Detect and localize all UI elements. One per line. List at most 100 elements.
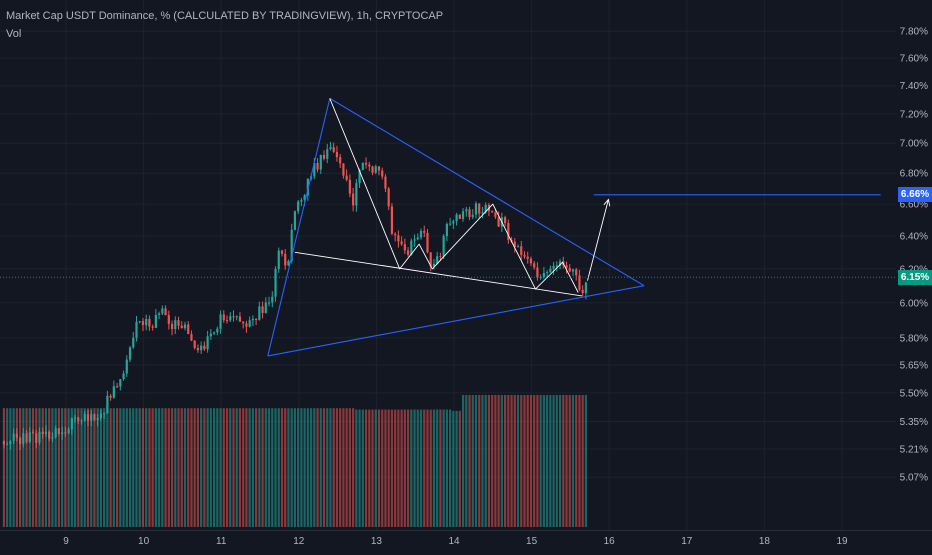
volume-bar bbox=[271, 408, 274, 527]
candle-up bbox=[549, 268, 552, 273]
candle-down bbox=[381, 170, 384, 177]
volume-bar bbox=[44, 408, 48, 527]
pattern-lower-line[interactable] bbox=[294, 251, 583, 297]
candle-down bbox=[578, 275, 581, 290]
volume-bar bbox=[394, 409, 397, 527]
volume-bar bbox=[70, 408, 73, 527]
triangle-left-edge[interactable] bbox=[267, 98, 331, 357]
volume-bar bbox=[132, 408, 135, 527]
candle-down bbox=[529, 258, 533, 264]
projection-arrow[interactable] bbox=[587, 199, 609, 281]
candle-up bbox=[38, 431, 41, 443]
candle-down bbox=[390, 206, 394, 234]
candle-up bbox=[112, 386, 115, 398]
volume-bar bbox=[322, 408, 326, 527]
symbol-title[interactable]: Market Cap USDT Dominance, % (CALCULATED… bbox=[6, 10, 444, 22]
volume-bar bbox=[115, 408, 119, 527]
candle-up bbox=[61, 432, 64, 434]
volume-bar bbox=[565, 395, 568, 527]
volume-bar bbox=[80, 408, 83, 527]
candle-up bbox=[319, 154, 322, 170]
volume-bar bbox=[461, 395, 465, 527]
y-tick-label: 7.40% bbox=[900, 81, 928, 92]
volume-bar bbox=[103, 408, 106, 527]
volume-bar bbox=[35, 408, 38, 527]
volume-bar bbox=[18, 408, 22, 527]
candle-up bbox=[219, 314, 222, 329]
lower-trendline[interactable] bbox=[267, 285, 645, 357]
candle-up bbox=[119, 379, 122, 387]
candle-down bbox=[15, 433, 18, 438]
volume-bar bbox=[287, 408, 290, 527]
volume-bar bbox=[536, 395, 539, 527]
candle-down bbox=[468, 209, 471, 218]
volume-bar bbox=[86, 408, 90, 527]
volume-bar bbox=[432, 409, 436, 527]
candle-down bbox=[148, 318, 151, 327]
candle-down bbox=[93, 414, 96, 421]
candle-up bbox=[161, 308, 164, 314]
candle-down bbox=[478, 203, 481, 214]
volume-bar bbox=[9, 408, 12, 527]
volume-bar bbox=[151, 408, 154, 527]
volume-bar bbox=[15, 408, 18, 527]
volume-bar bbox=[177, 408, 180, 527]
candle-down bbox=[371, 166, 374, 173]
candle-down bbox=[280, 250, 284, 254]
x-tick-label: 18 bbox=[759, 536, 771, 547]
x-tick-label: 11 bbox=[216, 536, 227, 547]
x-tick-label: 12 bbox=[293, 536, 305, 547]
volume-bar bbox=[187, 408, 190, 527]
candle-up bbox=[432, 263, 436, 267]
candle-down bbox=[25, 433, 28, 443]
x-tick-label: 9 bbox=[63, 536, 69, 547]
candle-up bbox=[248, 320, 251, 327]
candle-up bbox=[542, 272, 545, 277]
volume-bar bbox=[342, 408, 345, 527]
pattern-zigzag[interactable] bbox=[329, 98, 579, 293]
candle-down bbox=[394, 233, 397, 236]
candle-up bbox=[436, 256, 439, 264]
candle-down bbox=[439, 256, 442, 258]
candle-up bbox=[9, 440, 12, 445]
volume-bar bbox=[455, 410, 458, 527]
candle-up bbox=[264, 302, 267, 313]
candle-up bbox=[465, 209, 468, 212]
candle-up bbox=[96, 417, 99, 421]
volume-bar bbox=[513, 395, 516, 527]
candle-down bbox=[141, 321, 145, 326]
candle-down bbox=[513, 241, 516, 247]
candle-up bbox=[267, 302, 271, 304]
volume-bar bbox=[549, 395, 552, 527]
volume-bar bbox=[148, 408, 151, 527]
candle-down bbox=[345, 175, 348, 180]
arrow-head-icon bbox=[603, 198, 611, 207]
x-tick-label: 10 bbox=[138, 536, 150, 547]
volume-bar bbox=[203, 408, 206, 527]
candle-down bbox=[497, 216, 500, 227]
volume-bar bbox=[119, 408, 122, 527]
drawings-layer[interactable] bbox=[0, 97, 896, 357]
volume-bar bbox=[222, 408, 225, 527]
candle-down bbox=[18, 437, 22, 445]
candle-up bbox=[546, 272, 549, 274]
volume-bar bbox=[416, 409, 419, 527]
volume-bar bbox=[212, 408, 216, 527]
volume-bar bbox=[497, 395, 500, 527]
upper-trendline[interactable] bbox=[329, 97, 645, 287]
candle-up bbox=[455, 214, 458, 222]
volume-bar bbox=[22, 408, 25, 527]
volume-indicator-label[interactable]: Vol bbox=[6, 28, 22, 40]
candle-up bbox=[67, 429, 70, 434]
candle-down bbox=[245, 323, 248, 327]
volume-bar bbox=[332, 408, 335, 527]
candle-down bbox=[177, 320, 180, 326]
y-tick-label: 7.00% bbox=[900, 139, 928, 150]
volume-bar bbox=[167, 408, 170, 527]
volume-bar bbox=[468, 395, 471, 527]
volume-bar bbox=[426, 409, 429, 527]
candle-up bbox=[419, 230, 423, 238]
volume-bar bbox=[145, 408, 148, 527]
